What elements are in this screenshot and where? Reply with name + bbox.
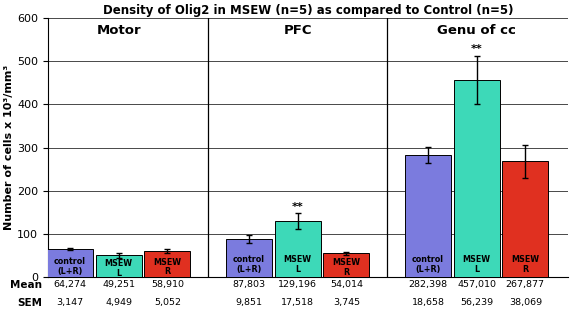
Text: Mean: Mean bbox=[10, 280, 42, 290]
Text: 56,239: 56,239 bbox=[460, 298, 493, 307]
Text: 282,398: 282,398 bbox=[408, 280, 448, 289]
Y-axis label: Number of cells x 10³/mm³: Number of cells x 10³/mm³ bbox=[4, 65, 14, 230]
Text: MSEW
L: MSEW L bbox=[463, 255, 491, 274]
Text: 18,658: 18,658 bbox=[411, 298, 444, 307]
Text: 129,196: 129,196 bbox=[278, 280, 317, 289]
Text: control
(L+R): control (L+R) bbox=[233, 255, 265, 274]
Text: PFC: PFC bbox=[284, 24, 312, 37]
Text: 4,949: 4,949 bbox=[105, 298, 132, 307]
Text: 49,251: 49,251 bbox=[102, 280, 135, 289]
Text: SEM: SEM bbox=[17, 298, 42, 308]
Bar bbox=[454, 80, 499, 277]
Bar bbox=[96, 256, 142, 277]
Text: **: ** bbox=[292, 202, 304, 212]
Text: **: ** bbox=[471, 44, 483, 54]
Bar bbox=[226, 239, 272, 277]
Bar bbox=[275, 221, 321, 277]
Text: control
(L+R): control (L+R) bbox=[412, 255, 444, 274]
Bar bbox=[47, 249, 93, 277]
Title: Density of Olig2 in MSEW (n=5) as compared to Control (n=5): Density of Olig2 in MSEW (n=5) as compar… bbox=[102, 4, 513, 17]
Text: 457,010: 457,010 bbox=[457, 280, 496, 289]
Text: 5,052: 5,052 bbox=[154, 298, 181, 307]
Text: 64,274: 64,274 bbox=[54, 280, 86, 289]
Text: Genu of cc: Genu of cc bbox=[437, 24, 516, 37]
Text: 3,745: 3,745 bbox=[333, 298, 360, 307]
Text: MSEW
R: MSEW R bbox=[511, 255, 539, 274]
Text: MSEW
L: MSEW L bbox=[105, 259, 133, 278]
Text: control
(L+R): control (L+R) bbox=[54, 257, 86, 275]
Text: 267,877: 267,877 bbox=[506, 280, 545, 289]
Bar bbox=[144, 251, 190, 277]
Text: 54,014: 54,014 bbox=[330, 280, 363, 289]
Text: 17,518: 17,518 bbox=[281, 298, 314, 307]
Text: 58,910: 58,910 bbox=[151, 280, 184, 289]
Text: 87,803: 87,803 bbox=[232, 280, 265, 289]
Text: MSEW
L: MSEW L bbox=[284, 255, 312, 274]
Text: 3,147: 3,147 bbox=[57, 298, 84, 307]
Text: MSEW
R: MSEW R bbox=[332, 258, 360, 277]
Text: 9,851: 9,851 bbox=[236, 298, 263, 307]
Bar bbox=[502, 161, 548, 277]
Bar bbox=[323, 253, 370, 277]
Text: Motor: Motor bbox=[97, 24, 141, 37]
Text: 38,069: 38,069 bbox=[509, 298, 542, 307]
Bar bbox=[405, 155, 451, 277]
Text: MSEW
R: MSEW R bbox=[153, 258, 181, 276]
